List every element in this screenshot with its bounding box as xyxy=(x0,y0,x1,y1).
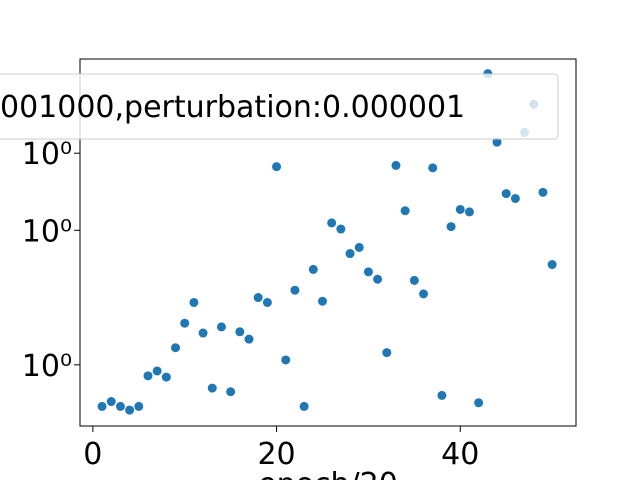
point xyxy=(281,355,291,365)
point xyxy=(290,285,300,295)
point xyxy=(299,401,309,411)
point xyxy=(400,206,410,216)
point xyxy=(382,348,392,358)
point xyxy=(171,343,181,353)
point xyxy=(115,401,125,411)
point xyxy=(134,401,144,411)
y-tick-label: 10⁰ xyxy=(22,214,72,249)
x-tick-label: 20 xyxy=(257,437,295,472)
point xyxy=(428,163,438,173)
x-axis-label: epoch/20 xyxy=(258,467,398,480)
point xyxy=(363,267,373,277)
point xyxy=(125,405,135,415)
point xyxy=(198,328,208,338)
point xyxy=(244,334,254,344)
point xyxy=(373,274,383,284)
point xyxy=(327,218,337,228)
point xyxy=(336,224,346,234)
point xyxy=(152,366,162,376)
point xyxy=(492,137,502,147)
point xyxy=(474,398,484,408)
y-tick-label: 10⁰ xyxy=(22,137,72,172)
point xyxy=(207,383,217,393)
point xyxy=(216,322,226,332)
point xyxy=(317,296,327,306)
point xyxy=(272,162,282,172)
point xyxy=(345,249,355,259)
point xyxy=(180,318,190,328)
x-tick-label: 0 xyxy=(83,437,102,472)
point xyxy=(189,297,199,307)
point xyxy=(235,327,245,337)
point xyxy=(391,160,401,170)
point xyxy=(547,260,557,270)
point xyxy=(143,371,153,381)
legend-text: 001000,perturbation:0.000001 xyxy=(0,90,465,125)
point xyxy=(437,390,447,400)
point xyxy=(510,193,520,203)
point xyxy=(538,187,548,197)
point xyxy=(464,207,474,217)
point xyxy=(253,293,263,303)
x-tick-label: 40 xyxy=(441,437,479,472)
point xyxy=(97,401,107,411)
point xyxy=(501,189,511,199)
y-tick-label: 10⁰ xyxy=(22,349,72,384)
point xyxy=(419,289,429,299)
point xyxy=(106,397,116,407)
point xyxy=(308,264,318,274)
point xyxy=(226,387,236,397)
legend-box xyxy=(0,73,559,140)
point xyxy=(262,297,272,307)
point xyxy=(409,275,419,285)
point xyxy=(455,204,465,214)
point xyxy=(446,222,456,232)
point xyxy=(161,372,171,382)
point xyxy=(354,242,364,252)
